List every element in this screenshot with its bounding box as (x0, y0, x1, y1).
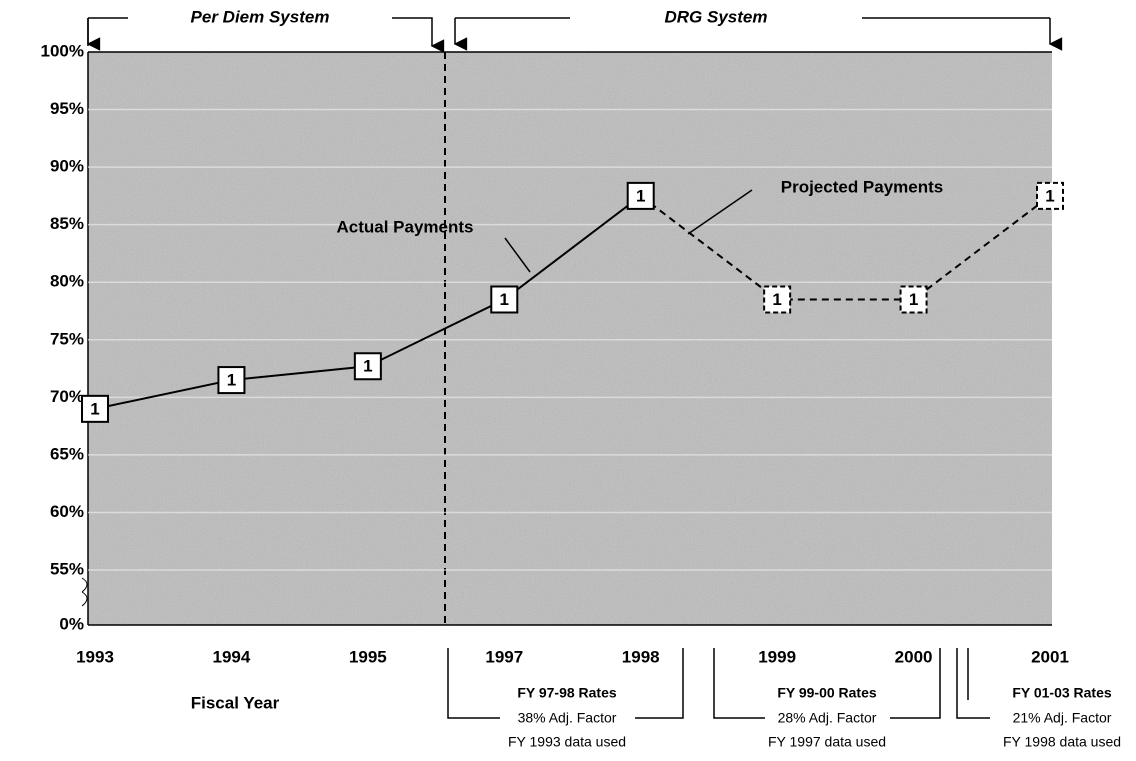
period-label: Per Diem System (191, 7, 330, 26)
series-label: Actual Payments (337, 217, 474, 236)
series-label: Projected Payments (781, 177, 944, 196)
rate-factor: 38% Adj. Factor (518, 710, 617, 726)
series-line (640, 195, 1051, 301)
y-tick-label: 100% (41, 41, 84, 60)
y-tick-label: 85% (50, 214, 84, 233)
data-marker (81, 394, 109, 423)
marker-label: 1 (1045, 186, 1054, 205)
data-marker (490, 285, 519, 314)
x-tick-label: 1995 (349, 647, 387, 666)
y-tick-label: 80% (50, 272, 84, 291)
rate-source: FY 1993 data used (508, 734, 626, 750)
data-marker (217, 366, 246, 395)
y-tick-label: 70% (50, 387, 84, 406)
data-marker (353, 352, 382, 381)
marker-label: 1 (909, 290, 918, 309)
callout-line (504, 237, 531, 273)
rate-bracket (447, 648, 684, 719)
marker-label: 1 (772, 290, 781, 309)
rate-bracket (713, 648, 941, 719)
marker-label: 1 (363, 357, 372, 376)
y-tick-label: 55% (50, 559, 84, 578)
data-marker (899, 285, 928, 314)
y-tick-label: 90% (50, 157, 84, 176)
rate-title: FY 99-00 Rates (777, 685, 877, 701)
x-tick-label: 1993 (76, 647, 114, 666)
x-tick-label: 2001 (1031, 647, 1069, 666)
x-tick-label: 1997 (485, 647, 523, 666)
rate-source: FY 1997 data used (768, 734, 886, 750)
rate-factor: 28% Adj. Factor (778, 710, 877, 726)
y-tick-label: 65% (50, 444, 84, 463)
x-tick-label: 1998 (622, 647, 660, 666)
period-label: DRG System (665, 7, 768, 26)
data-marker (763, 285, 792, 314)
x-tick-label: 1999 (758, 647, 796, 666)
data-marker (1036, 181, 1064, 210)
x-axis-title: Fiscal Year (191, 693, 280, 712)
marker-label: 1 (636, 186, 645, 205)
data-marker (626, 181, 655, 210)
x-tick-label: 2000 (895, 647, 933, 666)
rate-title: FY 01-03 Rates (1012, 685, 1112, 701)
y-tick-label: 60% (50, 502, 84, 521)
marker-label: 1 (227, 371, 236, 390)
y-tick-label: 95% (50, 99, 84, 118)
callout-line (687, 189, 753, 235)
marker-label: 1 (90, 399, 99, 418)
rate-title: FY 97-98 Rates (517, 685, 617, 701)
axis-break (81, 577, 88, 607)
y-tick-label: 75% (50, 329, 84, 348)
plot-texture (88, 52, 1052, 625)
rate-source: FY 1998 data used (1003, 734, 1121, 750)
x-tick-label: 1994 (213, 647, 251, 666)
y-tick-label: 0% (59, 614, 84, 633)
rate-bracket (956, 648, 990, 719)
marker-label: 1 (500, 290, 509, 309)
rate-factor: 21% Adj. Factor (1013, 710, 1112, 726)
